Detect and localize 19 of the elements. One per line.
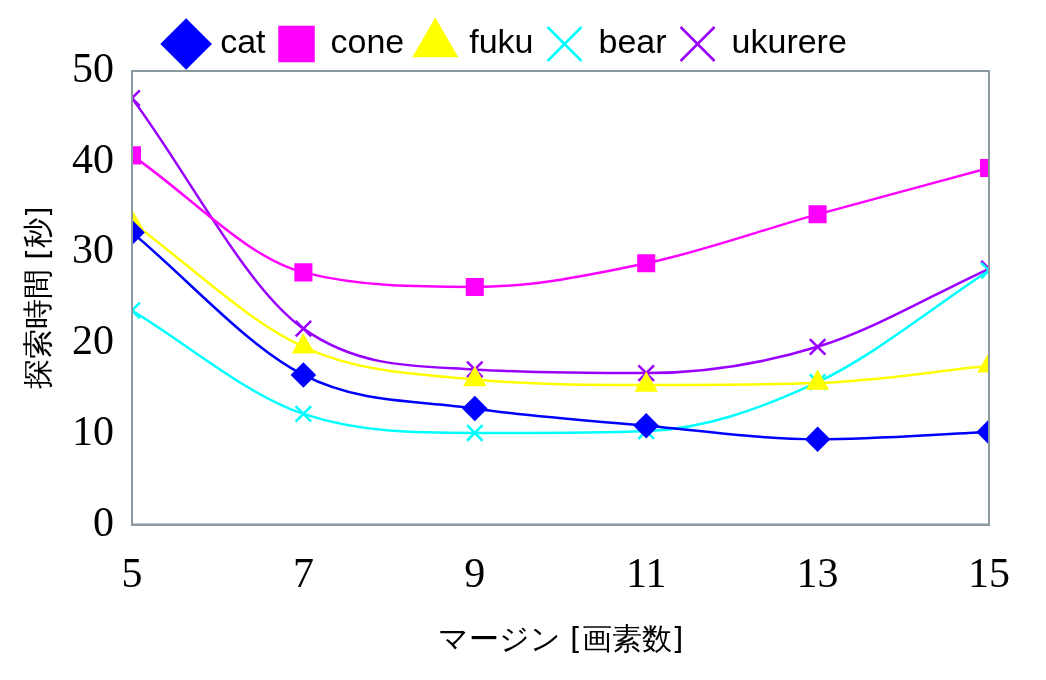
y-tick-label: 0 [93,498,114,545]
y-axis-title: 探索時間 [秒] [19,206,55,390]
y-tick-label: 10 [72,407,114,454]
y-tick-label: 40 [72,135,114,182]
y-tick-label: 30 [72,226,114,273]
x-tick-label: 7 [292,549,314,596]
x-tick-label: 5 [121,549,143,596]
legend-label: ukurere [731,22,847,61]
x-tick-label: 9 [464,549,486,596]
x-axis-title: マージン [画素数] [437,620,684,656]
x-tick-label: 11 [625,549,667,596]
y-tick-label: 50 [72,45,114,92]
legend-label: cat [220,22,267,61]
legend-label: fuku [469,22,534,61]
x-tick-label: 15 [968,549,1010,596]
x-tick-label: 13 [796,549,839,596]
y-tick-label: 20 [72,317,114,364]
legend-label: bear [598,22,667,61]
legend-label: cone [330,22,405,61]
